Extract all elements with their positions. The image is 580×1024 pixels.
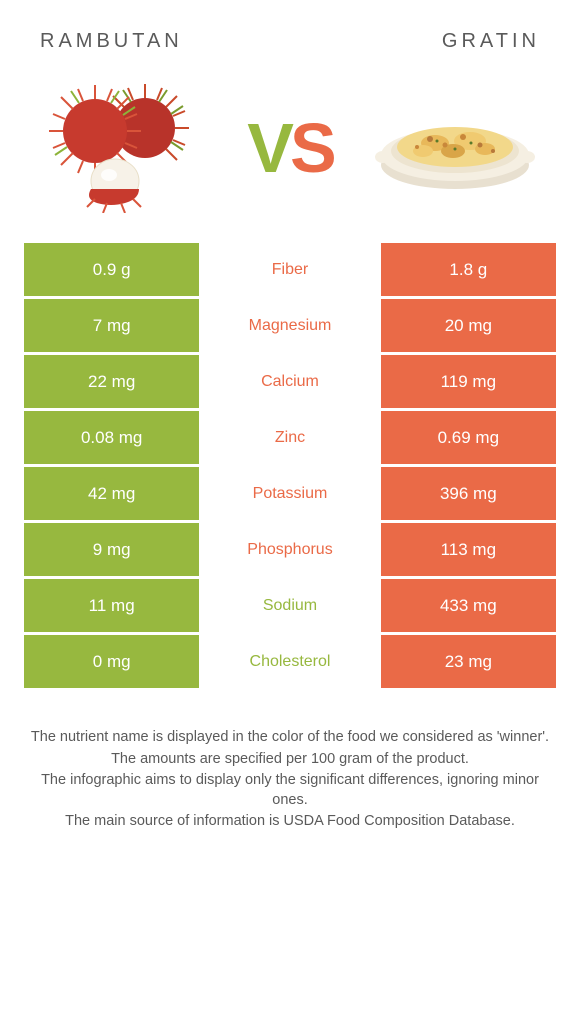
table-row: 11 mgSodium433 mg xyxy=(24,579,556,632)
value-left: 0 mg xyxy=(24,635,199,688)
footer-line-2: The amounts are specified per 100 gram o… xyxy=(26,750,554,770)
nutrient-label: Phosphorus xyxy=(202,523,377,576)
footer-notes: The nutrient name is displayed in the co… xyxy=(20,728,560,834)
table-row: 0.9 gFiber1.8 g xyxy=(24,243,556,296)
gratin-image xyxy=(370,83,540,213)
vs-v: V xyxy=(247,109,290,187)
value-left: 11 mg xyxy=(24,579,199,632)
nutrient-label: Zinc xyxy=(202,411,377,464)
footer-line-1: The nutrient name is displayed in the co… xyxy=(26,728,554,748)
title-right: Gratin xyxy=(442,30,540,53)
value-right: 119 mg xyxy=(381,355,556,408)
table-row: 0 mgCholesterol23 mg xyxy=(24,635,556,688)
value-left: 7 mg xyxy=(24,299,199,352)
rambutan-image xyxy=(40,83,210,213)
nutrient-label: Fiber xyxy=(202,243,377,296)
value-left: 0.08 mg xyxy=(24,411,199,464)
hero-row: VS xyxy=(20,73,560,243)
vs-s: S xyxy=(290,109,333,187)
value-right: 20 mg xyxy=(381,299,556,352)
value-right: 0.69 mg xyxy=(381,411,556,464)
value-right: 1.8 g xyxy=(381,243,556,296)
table-row: 7 mgMagnesium20 mg xyxy=(24,299,556,352)
value-left: 42 mg xyxy=(24,467,199,520)
table-row: 0.08 mgZinc0.69 mg xyxy=(24,411,556,464)
value-left: 0.9 g xyxy=(24,243,199,296)
nutrient-table: 0.9 gFiber1.8 g7 mgMagnesium20 mg22 mgCa… xyxy=(20,243,560,688)
value-left: 9 mg xyxy=(24,523,199,576)
titles-row: Rambutan Gratin xyxy=(20,20,560,73)
vs-label: VS xyxy=(247,113,332,183)
table-row: 22 mgCalcium119 mg xyxy=(24,355,556,408)
value-right: 396 mg xyxy=(381,467,556,520)
nutrient-label: Potassium xyxy=(202,467,377,520)
value-right: 23 mg xyxy=(381,635,556,688)
nutrient-label: Magnesium xyxy=(202,299,377,352)
table-row: 42 mgPotassium396 mg xyxy=(24,467,556,520)
value-right: 433 mg xyxy=(381,579,556,632)
footer-line-3: The infographic aims to display only the… xyxy=(26,771,554,810)
table-row: 9 mgPhosphorus113 mg xyxy=(24,523,556,576)
nutrient-label: Calcium xyxy=(202,355,377,408)
nutrient-label: Sodium xyxy=(202,579,377,632)
footer-line-4: The main source of information is USDA F… xyxy=(26,812,554,832)
title-left: Rambutan xyxy=(40,30,183,53)
nutrient-label: Cholesterol xyxy=(202,635,377,688)
value-left: 22 mg xyxy=(24,355,199,408)
value-right: 113 mg xyxy=(381,523,556,576)
